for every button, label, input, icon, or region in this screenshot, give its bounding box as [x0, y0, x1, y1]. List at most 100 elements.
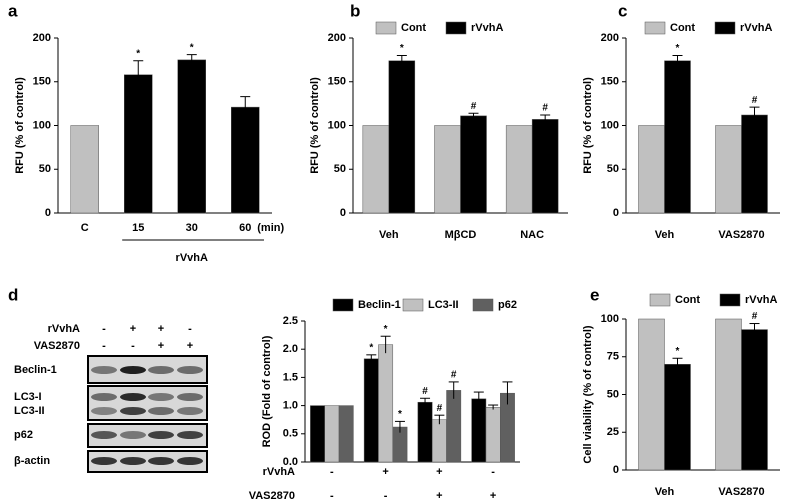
bar: [324, 405, 340, 463]
significance-marker: #: [422, 386, 428, 397]
blot-band: [148, 431, 174, 439]
significance-marker: #: [752, 311, 758, 322]
y-tick-label: 0: [613, 464, 619, 476]
condition-sign: -: [188, 323, 192, 335]
blot-band: [177, 393, 203, 401]
bar: [505, 125, 533, 214]
bar: [446, 390, 462, 463]
significance-marker: #: [542, 103, 548, 114]
blot-band: [148, 366, 174, 374]
panel-label: d: [8, 285, 18, 304]
y-tick-label: 50: [334, 163, 346, 175]
y-tick-label: 75: [607, 351, 619, 363]
significance-marker: *: [398, 409, 402, 420]
blot-band: [91, 407, 117, 415]
band-label: β-actin: [14, 455, 50, 467]
blot-band: [91, 431, 117, 439]
y-tick-label: 0.5: [283, 428, 298, 440]
blot-band: [177, 407, 203, 415]
x-tick-label: Veh: [379, 229, 399, 241]
y-axis-title: Cell viability (% of control): [582, 325, 594, 463]
y-tick-label: 0: [45, 207, 51, 219]
blot-band: [148, 393, 174, 401]
blot-band: [148, 407, 174, 415]
bar: [664, 60, 691, 214]
y-tick-label: 50: [607, 388, 619, 400]
x-tick-label: Veh: [655, 486, 675, 498]
bar: [362, 125, 390, 214]
bar: [124, 74, 153, 214]
row-label: rVvhA: [263, 466, 295, 478]
y-tick-label: 0: [340, 207, 346, 219]
bar: [460, 115, 487, 214]
bar: [741, 329, 768, 471]
bar: [638, 125, 665, 214]
blot-band: [91, 393, 117, 401]
significance-marker: *: [190, 42, 194, 53]
group-label: rVvhA: [176, 252, 208, 264]
condition-sign: +: [382, 466, 388, 478]
condition-sign: -: [330, 490, 334, 502]
y-tick-label: 1.0: [283, 400, 298, 412]
y-axis-title: RFU (% of control): [582, 77, 594, 174]
significance-marker: #: [471, 101, 477, 112]
panel-label: a: [8, 1, 18, 20]
y-tick-label: 2.5: [283, 315, 298, 327]
condition-sign: +: [436, 466, 442, 478]
y-tick-label: 150: [601, 76, 619, 88]
y-tick-label: 150: [33, 76, 51, 88]
legend-swatch: [649, 293, 671, 307]
blot-band: [120, 393, 146, 401]
condition-sign: -: [491, 466, 495, 478]
bar: [664, 364, 691, 471]
bar: [715, 318, 742, 471]
bar: [378, 344, 394, 463]
y-tick-label: 2.0: [283, 343, 298, 355]
significance-marker: #: [752, 95, 758, 106]
legend-swatch: [472, 298, 494, 312]
y-tick-label: 0: [613, 207, 619, 219]
y-tick-label: 50: [39, 163, 51, 175]
y-tick-label: 100: [33, 119, 51, 131]
blot-band: [177, 431, 203, 439]
panel-label: e: [590, 285, 599, 304]
row-label: VAS2870: [249, 490, 295, 502]
band-label: LC3-II: [14, 405, 45, 417]
x-tick-label: C: [81, 222, 89, 234]
condition-sign: +: [436, 490, 442, 502]
y-tick-label: 50: [607, 163, 619, 175]
bar: [338, 405, 354, 463]
panel-label: b: [350, 1, 360, 20]
y-tick-label: 1.5: [283, 371, 298, 383]
condition-sign: -: [102, 323, 106, 335]
bar: [434, 125, 461, 214]
blot-box: [87, 385, 208, 421]
row-label: VAS2870: [34, 340, 80, 352]
condition-sign: +: [158, 340, 164, 352]
x-tick-label: 15: [132, 222, 144, 234]
blot-band: [177, 366, 203, 374]
legend-swatch: [375, 21, 397, 35]
blot-band: [120, 431, 146, 439]
legend-label: rVvhA: [745, 294, 777, 306]
legend-swatch: [644, 21, 666, 35]
blot-band: [120, 457, 146, 465]
bar: [177, 59, 206, 214]
band-label: p62: [14, 429, 33, 441]
condition-sign: -: [330, 466, 334, 478]
bar: [715, 125, 742, 214]
significance-marker: *: [676, 346, 680, 357]
bar: [485, 407, 501, 463]
legend-swatch: [445, 21, 467, 35]
y-tick-label: 25: [607, 426, 619, 438]
legend-swatch: [402, 298, 424, 312]
x-tick-label: VAS2870: [718, 486, 764, 498]
significance-marker: *: [676, 43, 680, 54]
blot-band: [120, 407, 146, 415]
significance-marker: #: [437, 403, 443, 414]
y-tick-label: 100: [328, 119, 346, 131]
significance-marker: *: [136, 48, 140, 59]
condition-sign: -: [102, 340, 106, 352]
significance-marker: *: [400, 43, 404, 54]
